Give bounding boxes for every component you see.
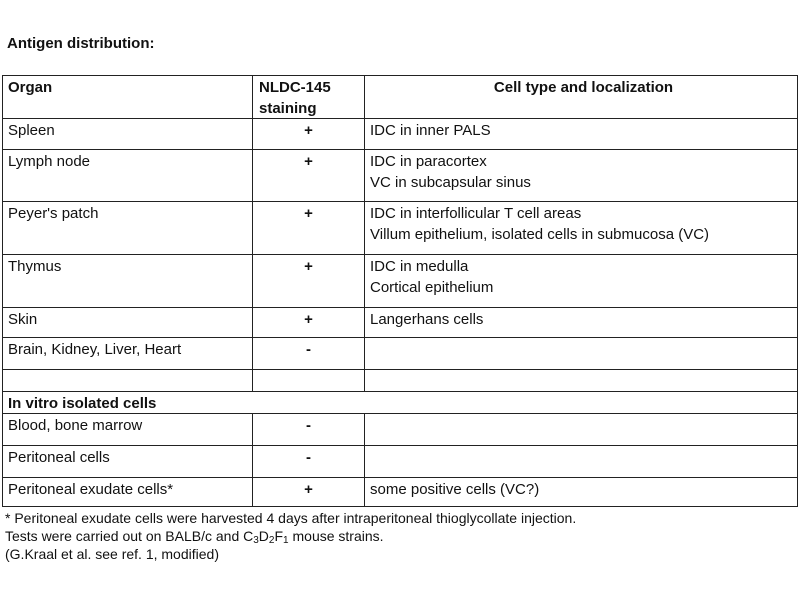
organ-cell	[3, 370, 252, 392]
cell-type-cell: IDC in inner PALS	[364, 119, 797, 150]
header-organ: Organ	[8, 79, 53, 96]
cell-type-cell: IDC in medulla Cortical epithelium	[364, 255, 797, 308]
cell-type-cell: some positive cells (VC?)	[364, 478, 797, 507]
table-row: Brain, Kidney, Liver, Heart -	[3, 337, 797, 370]
cell-line: IDC in medulla	[370, 258, 469, 275]
staining-cell: +	[252, 308, 364, 338]
cell-line: IDC in paracortex	[370, 153, 487, 170]
staining-cell: +	[252, 255, 364, 308]
staining-cell: +	[252, 119, 364, 150]
subscript: 1	[283, 535, 289, 546]
table-row: Peyer's patch + IDC in interfollicular T…	[3, 201, 797, 255]
footnote-line: (G.Kraal et al. see ref. 1, modified)	[5, 546, 219, 562]
table-row: Spleen + IDC in inner PALS	[3, 118, 797, 150]
organ-cell: Peritoneal cells	[8, 449, 110, 466]
header-staining: NLDC-145 staining	[252, 76, 364, 118]
cell-line: Villum epithelium, isolated cells in sub…	[370, 226, 710, 243]
header-staining-line2: staining	[259, 100, 317, 117]
cell-type-cell	[364, 446, 797, 478]
footnote-line: Tests were carried out on BALB/c and C3D…	[5, 527, 576, 546]
footnote-text: Tests were carried out on BALB/c and C	[5, 528, 254, 544]
empty-row	[3, 369, 797, 392]
header-staining-line1: NLDC-145	[259, 79, 331, 96]
cell-type-cell: IDC in paracortex VC in subcapsular sinus	[364, 150, 797, 202]
section-label: In vitro isolated cells	[8, 395, 157, 412]
staining-cell	[252, 370, 364, 392]
staining-cell: +	[252, 202, 364, 255]
cell-line: Langerhans cells	[370, 311, 484, 328]
cell-line: Cortical epithelium	[370, 279, 494, 296]
table-header: Organ NLDC-145 staining Cell type and loc…	[3, 76, 797, 118]
antigen-table: Organ NLDC-145 staining Cell type and loc…	[2, 75, 798, 507]
table-row: Peritoneal cells -	[3, 445, 797, 478]
staining-cell: -	[252, 338, 364, 370]
subscript: 2	[268, 535, 275, 546]
footnotes: * Peritoneal exudate cells were harveste…	[5, 509, 576, 563]
table-row: Blood, bone marrow -	[3, 413, 797, 446]
cell-line: IDC in interfollicular T cell areas	[370, 205, 582, 222]
section-row: In vitro isolated cells	[3, 391, 797, 414]
cell-line: VC in subcapsular sinus	[370, 174, 531, 191]
cell-type-cell	[364, 370, 797, 392]
footnote-text: F	[274, 528, 284, 544]
staining-cell: +	[252, 478, 364, 507]
cell-type-cell: Langerhans cells	[364, 308, 797, 338]
staining-cell: -	[252, 446, 364, 478]
table-row: Peritoneal exudate cells* + some positiv…	[3, 477, 797, 507]
footnote-text: mouse strains.	[288, 528, 384, 544]
cell-type-cell	[364, 338, 797, 370]
table-row: Thymus + IDC in medulla Cortical epitheli…	[3, 254, 797, 308]
table-row: Skin + Langerhans cells	[3, 307, 797, 338]
cell-line: IDC in inner PALS	[370, 122, 491, 139]
table-row: Lymph node + IDC in paracortex VC in subc…	[3, 149, 797, 202]
cell-type-cell: IDC in interfollicular T cell areas Villu…	[364, 202, 797, 255]
footnote-line: * Peritoneal exudate cells were harveste…	[5, 510, 577, 526]
organ-cell: Lymph node	[8, 153, 91, 170]
document-title: Antigen distribution:	[7, 35, 155, 52]
organ-cell: Blood, bone marrow	[8, 417, 143, 434]
staining-cell: +	[252, 150, 364, 202]
organ-cell: Skin	[8, 311, 38, 328]
organ-cell: Peyer's patch	[8, 205, 99, 222]
organ-cell: Brain, Kidney, Liver, Heart	[8, 341, 182, 358]
organ-cell: Peritoneal exudate cells*	[8, 481, 174, 498]
staining-cell: -	[252, 414, 364, 446]
organ-cell: Spleen	[8, 122, 55, 139]
cell-type-cell	[364, 414, 797, 446]
subscript: 3	[253, 535, 259, 546]
organ-cell: Thymus	[8, 258, 62, 275]
footnote-text: D	[258, 528, 269, 544]
header-cell-type: Cell type and localization	[364, 76, 797, 118]
